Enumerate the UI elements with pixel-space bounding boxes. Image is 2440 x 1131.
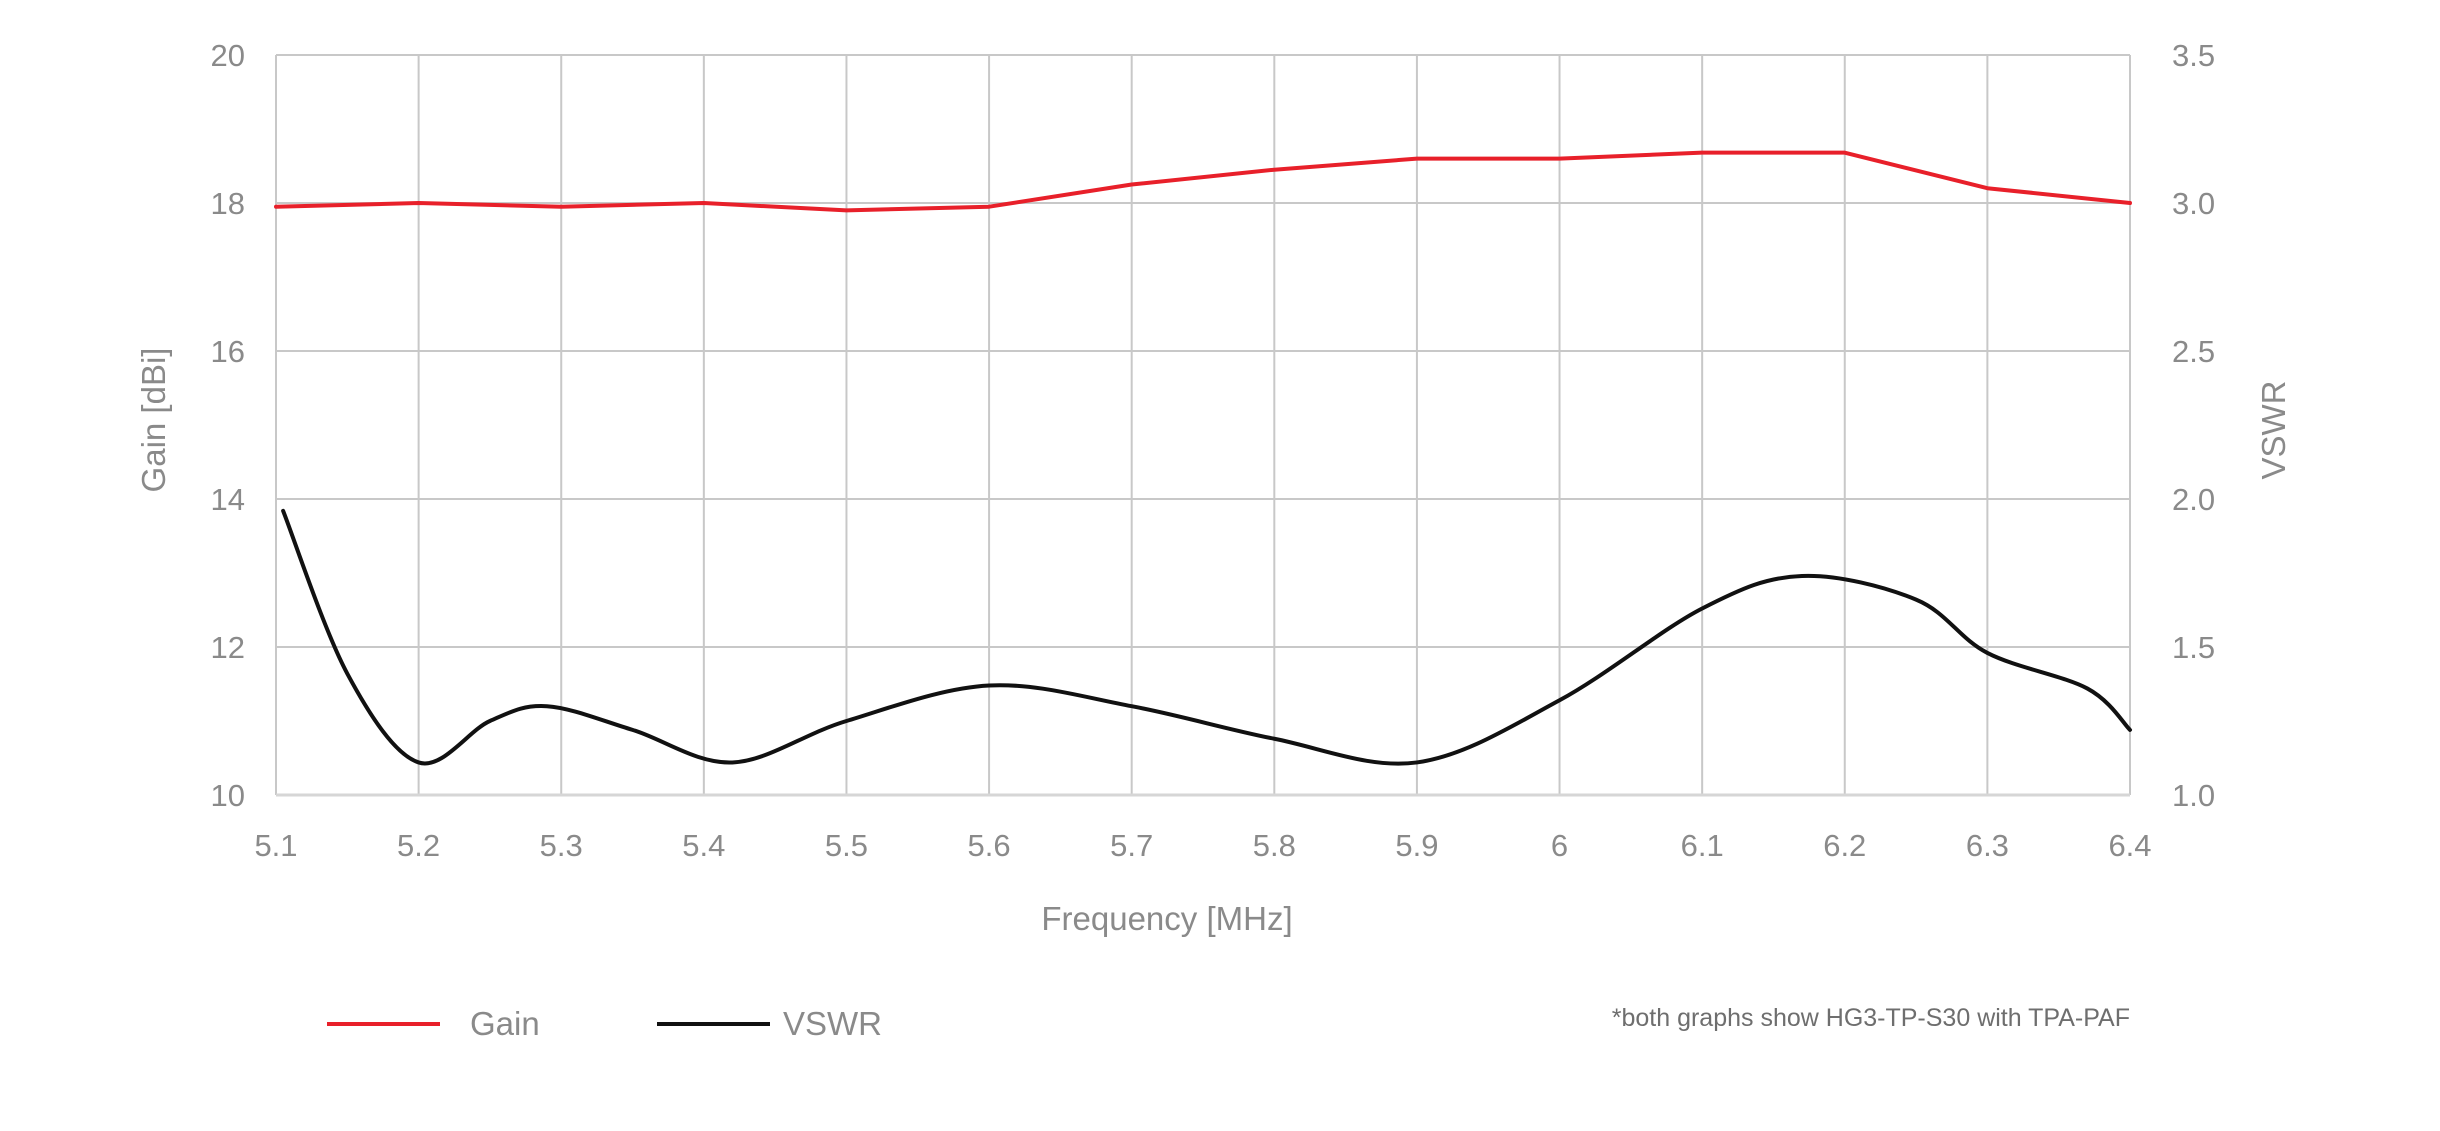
y-tick-label-right-4: 3.0 <box>2172 186 2215 221</box>
y-axis-title-left: Gain [dBi] <box>135 348 172 493</box>
x-tick-label-2: 5.3 <box>540 828 583 863</box>
x-tick-labels: 5.1 5.2 5.3 5.4 5.5 5.6 5.7 5.8 5.9 6 6.1 6.2 6.3 6.4 <box>254 828 2151 863</box>
grid <box>275 54 2131 797</box>
y-tick-label-right-0: 1.0 <box>2172 778 2215 813</box>
y-tick-label-left-2: 14 <box>211 482 245 517</box>
x-tick-label-6: 5.7 <box>1110 828 1153 863</box>
x-tick-label-5: 5.6 <box>968 828 1011 863</box>
x-tick-label-0: 5.1 <box>254 828 297 863</box>
x-axis-title: Frequency [MHz] <box>1041 900 1292 937</box>
x-tick-label-10: 6.1 <box>1681 828 1724 863</box>
legend: Gain VSWR <box>327 1005 882 1042</box>
x-tick-label-13: 6.4 <box>2108 828 2151 863</box>
y-tick-label-right-3: 2.5 <box>2172 334 2215 369</box>
x-tick-label-4: 5.5 <box>825 828 868 863</box>
y-tick-labels-right: 1.0 1.5 2.0 2.5 3.0 3.5 <box>2172 38 2215 813</box>
y-tick-label-left-0: 10 <box>211 778 245 813</box>
series-line-vswr <box>281 508 2132 766</box>
legend-label-gain: Gain <box>470 1005 540 1042</box>
x-tick-label-8: 5.9 <box>1395 828 1438 863</box>
y-tick-label-left-5: 20 <box>211 38 245 73</box>
x-tick-label-3: 5.4 <box>682 828 725 863</box>
x-tick-label-11: 6.2 <box>1823 828 1866 863</box>
x-tick-label-12: 6.3 <box>1966 828 2009 863</box>
series-line-gain <box>274 150 2132 213</box>
y-tick-label-right-1: 1.5 <box>2172 630 2215 665</box>
x-tick-label-7: 5.8 <box>1253 828 1296 863</box>
y-tick-label-left-4: 18 <box>211 186 245 221</box>
y-tick-label-left-3: 16 <box>211 334 245 369</box>
footnote: *both graphs show HG3-TP-S30 with TPA-PA… <box>1612 1004 2130 1032</box>
y-tick-labels-left: 10 12 14 16 18 20 <box>211 38 245 813</box>
y-tick-label-right-2: 2.0 <box>2172 482 2215 517</box>
legend-label-vswr: VSWR <box>783 1005 882 1042</box>
y-tick-label-right-5: 3.5 <box>2172 38 2215 73</box>
series-layer <box>274 150 2132 766</box>
y-tick-label-left-1: 12 <box>211 630 245 665</box>
y-axis-title-right: VSWR <box>2255 381 2292 480</box>
x-tick-label-1: 5.2 <box>397 828 440 863</box>
x-tick-label-9: 6 <box>1551 828 1568 863</box>
